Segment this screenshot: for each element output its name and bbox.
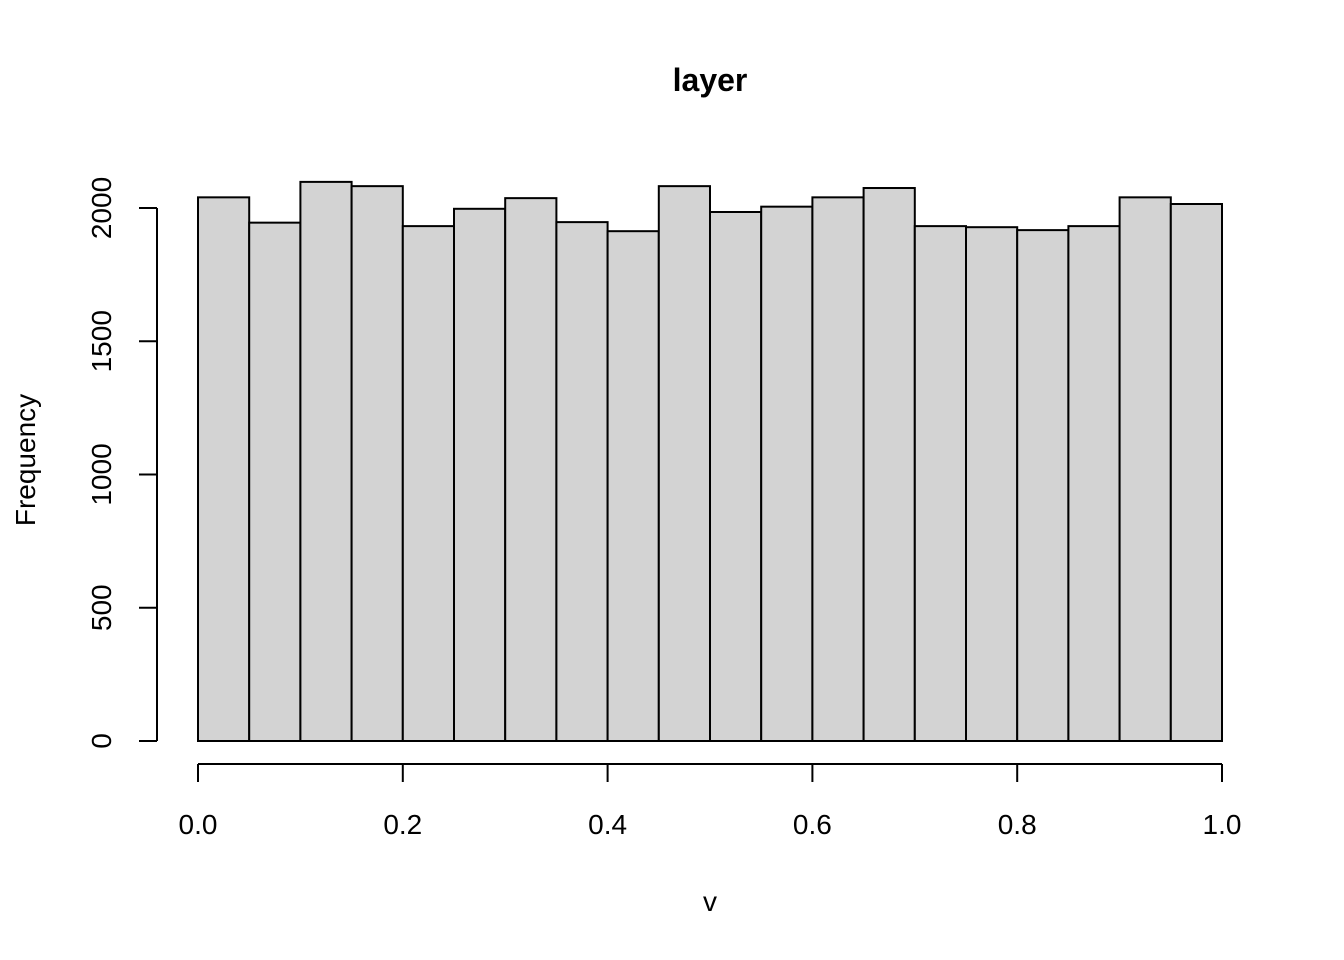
y-tick-label: 500 [86, 584, 117, 631]
histogram-bar [1016, 229, 1070, 742]
histogram-bar [453, 207, 507, 742]
y-tick-label: 2000 [86, 177, 117, 239]
x-tick-label: 0.4 [588, 809, 627, 840]
bars-group [197, 180, 1224, 743]
y-tick-label: 1000 [86, 443, 117, 505]
chart-title: layer [673, 62, 748, 98]
x-tick-label: 0.2 [383, 809, 422, 840]
x-tick-label: 0.6 [793, 809, 832, 840]
x-axis: 0.0 0.2 0.4 0.6 0.8 1.0 [179, 763, 1242, 840]
histogram-bar [401, 225, 455, 742]
x-tick-label: 1.0 [1203, 809, 1242, 840]
histogram-bar [504, 197, 558, 742]
histogram-bar [555, 221, 609, 742]
y-axis-label: Frequency [10, 394, 41, 526]
y-tick-label: 1500 [86, 310, 117, 372]
x-tick-label: 0.8 [998, 809, 1037, 840]
histogram-bar [811, 196, 865, 742]
histogram-bar [709, 210, 763, 742]
histogram-bar [913, 225, 967, 742]
histogram-bar [1067, 225, 1121, 742]
histogram-bar [248, 221, 302, 743]
x-axis-label: v [703, 886, 717, 917]
y-tick-label: 0 [86, 733, 117, 749]
histogram-bar [1169, 203, 1224, 742]
histogram-bar [760, 205, 814, 743]
histogram-bar [606, 230, 660, 743]
histogram-bar [657, 185, 711, 743]
histogram-bar [1118, 196, 1172, 742]
histogram-bar [965, 226, 1019, 743]
y-axis: 0 500 1000 1500 2000 [86, 177, 158, 749]
histogram-bar [197, 196, 251, 742]
histogram-bar [350, 185, 404, 743]
x-tick-label: 0.0 [179, 809, 218, 840]
histogram-bar [299, 180, 353, 742]
histogram-bar [862, 187, 916, 742]
